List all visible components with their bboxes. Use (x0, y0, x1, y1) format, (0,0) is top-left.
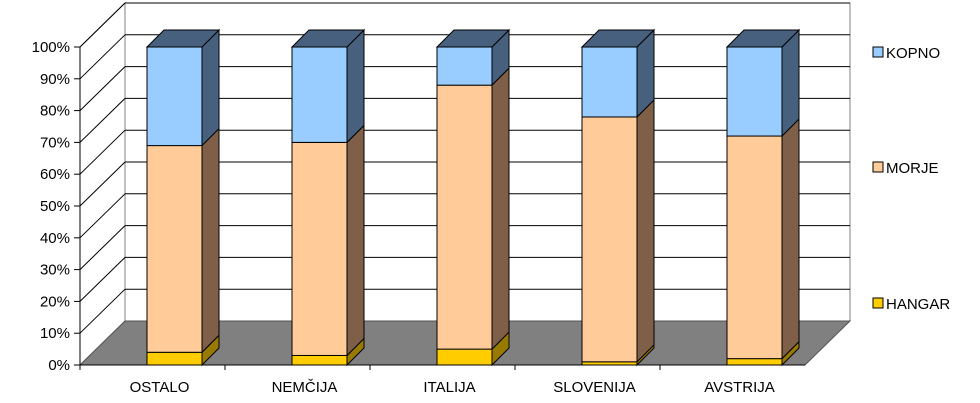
bar-front (581, 46, 638, 118)
category-label-slovenija: SLOVENIJA (553, 379, 636, 396)
y-axis-ticks: 0% 10% 20% 30% 40% 50% 60% 70% 80% 90% 100% (32, 39, 81, 374)
gridline (79, 2, 126, 48)
bar-segment-morje-avstrija (726, 117, 800, 360)
bar-side (201, 127, 220, 354)
bar-side (491, 66, 510, 351)
bar-side (781, 28, 800, 138)
x-axis-categories: OSTALO NEMČIJA ITALIJA SLOVENIJA AVSTRIJA (79, 364, 805, 396)
gridline (79, 34, 126, 80)
legend-swatch-morje (872, 161, 884, 173)
bar-front (581, 116, 638, 363)
gridline (79, 129, 126, 175)
y-tick-label: 60% (40, 166, 70, 183)
bar-front (726, 135, 783, 360)
bar-segment-kopno-avstrija (725, 28, 801, 138)
legend-swatch-hangar (872, 297, 884, 309)
gridline (79, 66, 126, 111)
category-label-ostalo: OSTALO (130, 379, 190, 396)
gridline (79, 98, 126, 143)
gridline (79, 288, 126, 334)
bar-side (781, 117, 800, 360)
gridline (79, 225, 126, 270)
y-tick-label: 100% (32, 39, 70, 56)
bar-side (346, 28, 365, 144)
y-tick-label: 80% (40, 103, 70, 120)
category-label-avstrija: AVSTRIJA (704, 379, 775, 396)
bar-front (436, 84, 493, 350)
y-tick-label: 10% (40, 325, 70, 342)
bar-top (580, 29, 656, 48)
y-tick-label: 30% (40, 262, 70, 279)
bar-segment-morje-nemcija (291, 124, 365, 357)
bar-front (436, 348, 493, 366)
gridline (79, 257, 126, 302)
bar-front (291, 354, 348, 366)
bar-segment-morje-italija (436, 66, 510, 351)
legend-label-morje: MORJE (886, 160, 939, 177)
bar-front (291, 46, 348, 143)
bar-segment-kopno-slovenija (580, 28, 656, 119)
bar-top (145, 29, 221, 48)
bar-front (146, 46, 203, 147)
bar-front (726, 46, 783, 137)
bar-segment-morje-ostalo (146, 127, 220, 354)
y-tick-label: 90% (40, 71, 70, 88)
bar-front (726, 358, 783, 366)
y-tick-label: 70% (40, 134, 70, 151)
bar-top (290, 29, 366, 48)
bar-segment-kopno-nemcija (290, 28, 366, 144)
y-tick-label: 40% (40, 230, 70, 247)
bars (145, 28, 801, 367)
bar-front (436, 46, 493, 86)
legend: KOPNO MORJE HANGAR (872, 45, 950, 313)
bar-segment-kopno-ostalo (145, 28, 221, 147)
bar-top (435, 29, 511, 48)
bar-segment-kopno-italija (435, 28, 511, 87)
bar-segment-morje-slovenija (581, 98, 655, 364)
bar-side (346, 124, 365, 357)
bar-side (636, 98, 655, 364)
y-tick-label: 0% (48, 357, 70, 374)
bar-front (291, 141, 348, 356)
y-tick-label: 20% (40, 293, 70, 310)
category-label-nemcija: NEMČIJA (272, 379, 338, 396)
gridline (79, 193, 126, 239)
gridline (79, 161, 126, 207)
legend-label-kopno: KOPNO (886, 45, 940, 62)
bar-front (146, 351, 203, 366)
legend-swatch-kopno (872, 46, 884, 58)
bar-front (146, 145, 203, 353)
y-tick-label: 50% (40, 198, 70, 215)
bar-side (201, 28, 220, 147)
legend-label-hangar: HANGAR (886, 296, 950, 313)
category-label-italija: ITALIJA (423, 379, 475, 396)
bar-top (725, 29, 801, 48)
